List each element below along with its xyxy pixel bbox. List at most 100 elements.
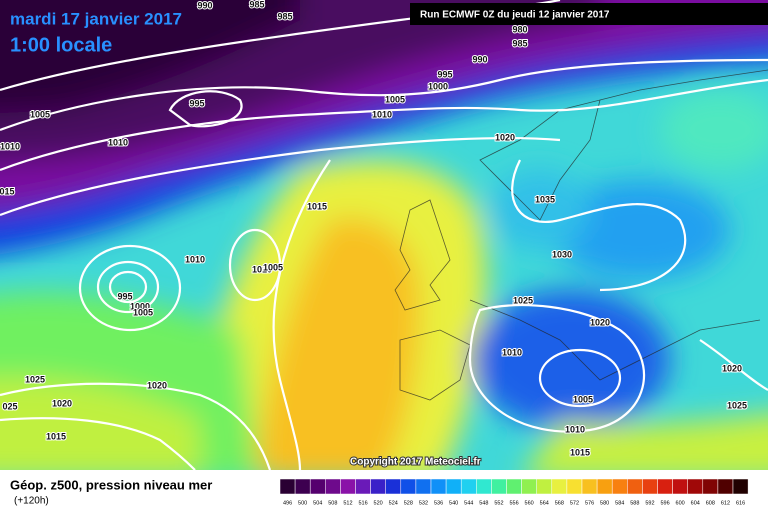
scale-swatch bbox=[732, 478, 749, 495]
scale-swatch bbox=[476, 478, 492, 495]
isobar-label: 1015 bbox=[307, 201, 327, 211]
scale-swatch bbox=[325, 478, 341, 495]
isobar-label: 1020 bbox=[52, 398, 72, 408]
isobar-label: 1030 bbox=[552, 249, 572, 259]
isobar-label: 1005 bbox=[133, 307, 153, 317]
isobar-label: 1020 bbox=[147, 380, 167, 390]
scale-label: 540 bbox=[449, 500, 458, 506]
lead-time: (+120h) bbox=[14, 496, 49, 507]
isobar-label: 1015 bbox=[46, 431, 66, 441]
scale-swatch bbox=[717, 478, 734, 495]
scale-swatch bbox=[309, 478, 326, 495]
isobar-label: 985 bbox=[277, 11, 292, 21]
isobar-labels: 990 9859859809859909951000100510109951005… bbox=[0, 0, 748, 458]
scale-swatch bbox=[385, 478, 402, 495]
scale-label: 496 bbox=[283, 500, 292, 506]
isobar-label: 1005 bbox=[30, 109, 50, 119]
scale-swatch bbox=[294, 478, 311, 495]
scale-swatch bbox=[642, 478, 658, 495]
isobar-label: 1010 bbox=[502, 347, 522, 357]
scale-label: 508 bbox=[328, 500, 337, 506]
scale-swatch bbox=[536, 478, 553, 495]
scale-swatch bbox=[596, 478, 613, 495]
scale-swatch bbox=[506, 478, 522, 495]
scale-swatch bbox=[521, 478, 537, 495]
scale-swatch bbox=[491, 478, 507, 495]
copyright: Copyright 2017 Meteociel.fr bbox=[350, 457, 481, 468]
scale-label: 588 bbox=[630, 500, 639, 506]
scale-label: 600 bbox=[676, 500, 685, 506]
scale-swatch bbox=[611, 478, 628, 495]
color-scale: 496 500 504 508 512 516 520 524 528 532 536 540 544 5… bbox=[279, 478, 749, 506]
scale-label: 504 bbox=[313, 500, 322, 506]
scale-label: 568 bbox=[555, 500, 564, 506]
scale-swatch bbox=[415, 478, 432, 495]
scale-swatch bbox=[627, 478, 643, 495]
scale-swatch bbox=[581, 478, 598, 495]
scale-label: 520 bbox=[374, 500, 383, 506]
valid-date: mardi 17 janvier 2017 bbox=[10, 9, 182, 28]
isobar-label: 1010 bbox=[108, 137, 128, 147]
scale-swatch bbox=[687, 478, 704, 495]
isobar-label: 1025 bbox=[25, 374, 45, 384]
isobar-label: 990 bbox=[197, 0, 212, 10]
isobar-label: 995 bbox=[189, 98, 204, 108]
scale-label: 564 bbox=[540, 500, 549, 506]
scale-label: 556 bbox=[509, 500, 518, 506]
run-box bbox=[410, 3, 768, 25]
scale-label: 516 bbox=[358, 500, 367, 506]
scale-swatch bbox=[430, 478, 447, 495]
scale-label: 584 bbox=[615, 500, 624, 506]
scale-label: 548 bbox=[479, 500, 488, 506]
scale-swatch bbox=[551, 478, 568, 495]
field-background bbox=[0, 0, 768, 481]
isobar-label: 985 bbox=[249, 0, 264, 9]
scale-swatch bbox=[657, 478, 673, 495]
scale-label: 524 bbox=[389, 500, 398, 506]
isobar-label: 1025 bbox=[513, 295, 533, 305]
scale-label: 552 bbox=[494, 500, 503, 506]
isobar-label: 1005 bbox=[573, 394, 593, 404]
isobar-label: 1020 bbox=[722, 363, 742, 373]
isobar-label: 1000 bbox=[428, 81, 448, 91]
isobar-label: 1010 bbox=[372, 109, 392, 119]
scale-label: 580 bbox=[600, 500, 609, 506]
local-time: 1:00 locale bbox=[10, 34, 112, 56]
scale-swatch bbox=[460, 478, 477, 495]
scale-swatch bbox=[566, 478, 583, 495]
scale-swatch bbox=[445, 478, 462, 495]
isobar-label: 990 bbox=[472, 54, 487, 64]
scale-swatch bbox=[340, 478, 356, 495]
scale-label: 500 bbox=[298, 500, 307, 506]
isobar-label: 025 bbox=[2, 401, 17, 411]
footer-title: Géop. z500, pression niveau mer bbox=[10, 477, 212, 492]
isobar-label: 1035 bbox=[535, 194, 555, 204]
scale-label: 616 bbox=[736, 500, 745, 506]
isobar-label: 1010 bbox=[185, 254, 205, 264]
run-info: Run ECMWF 0Z du jeudi 12 janvier 2017 bbox=[420, 10, 610, 21]
scale-label: 576 bbox=[585, 500, 594, 506]
isobar-label: 1020 bbox=[495, 132, 515, 142]
scale-label: 608 bbox=[706, 500, 715, 506]
isobar-label: 1005 bbox=[385, 94, 405, 104]
scale-label: 532 bbox=[419, 500, 428, 506]
scale-label: 512 bbox=[343, 500, 352, 506]
scale-label: 604 bbox=[691, 500, 700, 506]
isobar-label: 1010 bbox=[252, 264, 272, 274]
scale-swatch bbox=[370, 478, 386, 495]
scale-label: 560 bbox=[525, 500, 534, 506]
scale-label: 592 bbox=[645, 500, 654, 506]
scale-label: 528 bbox=[404, 500, 413, 506]
scale-label: 596 bbox=[660, 500, 669, 506]
scale-swatch bbox=[400, 478, 417, 495]
isobar-label: 1010 bbox=[565, 424, 585, 434]
isobar-label: 1025 bbox=[727, 400, 747, 410]
isobar-label: 985 bbox=[512, 38, 527, 48]
isobar-label: 1000 bbox=[130, 301, 150, 311]
isobar-label: 015 bbox=[0, 186, 15, 196]
scale-swatch bbox=[672, 478, 688, 495]
isobar-label: 995 bbox=[437, 69, 452, 79]
scale-swatch bbox=[355, 478, 371, 495]
scale-label: 536 bbox=[434, 500, 443, 506]
